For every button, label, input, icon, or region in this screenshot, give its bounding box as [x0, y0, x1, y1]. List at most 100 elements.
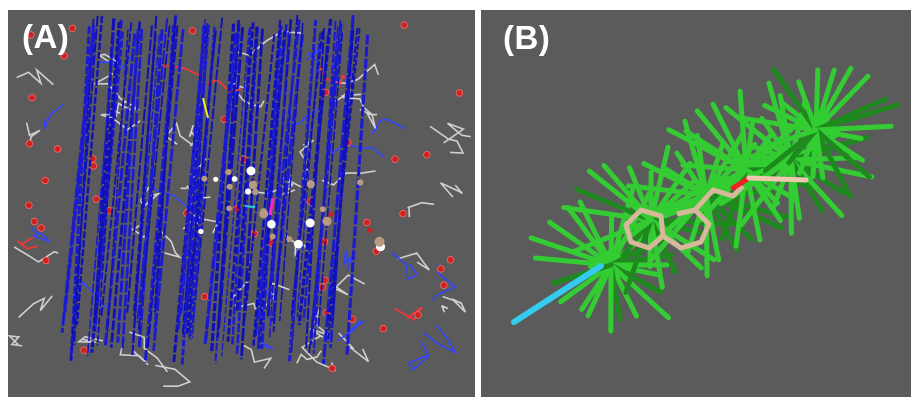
- water-sphere: [399, 209, 407, 218]
- backbone-segment: [25, 122, 41, 146]
- grid-line: [235, 26, 259, 354]
- water-sphere: [400, 21, 408, 29]
- pose-stick: [680, 162, 749, 173]
- grid-line: [116, 29, 140, 343]
- ligand-atom: [328, 211, 334, 218]
- grid-line: [257, 30, 287, 349]
- ligand-atom: [259, 209, 269, 219]
- pose-stick: [796, 79, 819, 133]
- pose-stick: [532, 255, 614, 268]
- pose-stick: [626, 183, 709, 198]
- grid-line: [143, 15, 178, 363]
- backbone-segment: [329, 274, 366, 296]
- ligand-bonds: [623, 184, 745, 251]
- ligand-atom: [198, 228, 204, 235]
- ligand-atom: [248, 180, 258, 190]
- pose-stick: [813, 67, 821, 133]
- backbone-segment: [30, 226, 51, 243]
- pose-stick: [664, 166, 709, 198]
- grid-line: [176, 32, 206, 331]
- panel-b-label: (B): [503, 19, 551, 56]
- water-sphere: [200, 292, 209, 301]
- water-sphere: [53, 145, 62, 153]
- ligand-tail: [746, 175, 809, 183]
- grid-line: [137, 29, 164, 348]
- ligand-atom: [367, 227, 373, 233]
- grid-line: [310, 23, 343, 329]
- grid-line: [183, 24, 210, 330]
- panel-a-molecular-grid-image: [8, 14, 471, 387]
- panel-b: (B): [481, 10, 911, 397]
- pose-stick: [674, 150, 709, 198]
- water-sphere: [188, 27, 197, 35]
- backbone-segment: [155, 364, 192, 387]
- grid-line: [330, 30, 355, 322]
- pose-stick: [813, 127, 872, 180]
- water-sphere: [414, 311, 422, 319]
- grid-line: [296, 33, 321, 318]
- pose-stick: [762, 127, 819, 174]
- ligand-atom: [252, 188, 259, 196]
- ligand-atom: [319, 206, 326, 213]
- grid-line: [235, 26, 259, 311]
- pose-stick: [703, 192, 740, 253]
- backbone-segment: [243, 344, 273, 369]
- pose-stick: [683, 128, 749, 173]
- ligand-atom: [286, 236, 293, 243]
- ligand-atom: [226, 183, 233, 190]
- water-sphere: [391, 155, 399, 163]
- ligand-atom: [225, 169, 232, 176]
- backbone-segment: [342, 250, 354, 272]
- grid-line: [290, 31, 324, 316]
- pose-stick: [623, 217, 654, 295]
- pose-stick: [738, 157, 794, 228]
- pose-stick: [694, 108, 749, 173]
- grid-line: [126, 25, 153, 313]
- pose-stick: [813, 127, 853, 200]
- water-sphere: [30, 217, 39, 226]
- grid-line: [121, 28, 144, 351]
- ligand-atom: [245, 188, 252, 195]
- ligand-atom: [322, 216, 332, 226]
- pose-stick: [813, 123, 894, 133]
- pose-stick: [700, 167, 749, 195]
- pose-stick: [813, 102, 900, 133]
- grid-line: [257, 32, 281, 350]
- ligand-atom: [294, 239, 303, 249]
- grid-line: [317, 32, 344, 328]
- grid-line: [106, 29, 129, 333]
- probe-marker: [202, 97, 209, 119]
- grid-line: [268, 32, 290, 338]
- backbone-segment: [407, 340, 430, 371]
- grid-line: [185, 33, 217, 336]
- ligand-structure: [623, 184, 745, 251]
- backbone-segment: [156, 227, 183, 259]
- grid-line: [96, 29, 120, 346]
- water-sphere: [455, 89, 464, 97]
- ligand-atom: [213, 176, 219, 182]
- backbone-segment: [330, 142, 385, 158]
- backbone-segment: [423, 324, 458, 355]
- grid-line: [217, 27, 245, 328]
- backbone-segment: [16, 67, 54, 86]
- grid-line: [153, 16, 177, 313]
- grid-line: [321, 15, 355, 365]
- pose-stick: [648, 144, 671, 223]
- backbone-segment: [359, 108, 378, 129]
- oxygen-bond: [730, 175, 752, 191]
- water-sphere: [423, 150, 431, 159]
- water-sphere: [25, 201, 33, 209]
- ligand-atom: [305, 218, 315, 228]
- grid-line: [221, 28, 250, 357]
- water-sphere: [80, 346, 88, 354]
- backbone-segment: [164, 121, 201, 152]
- grid-line: [226, 22, 255, 342]
- pose-stick: [813, 65, 854, 133]
- backbone-segment: [284, 234, 309, 258]
- water-sphere: [446, 256, 455, 264]
- backbone-segment: [371, 118, 405, 135]
- water-sphere: [363, 218, 371, 227]
- backbone-segment: [390, 251, 418, 282]
- panel-b-ligand-pose-image: [511, 65, 900, 334]
- backbone-segment: [8, 335, 23, 347]
